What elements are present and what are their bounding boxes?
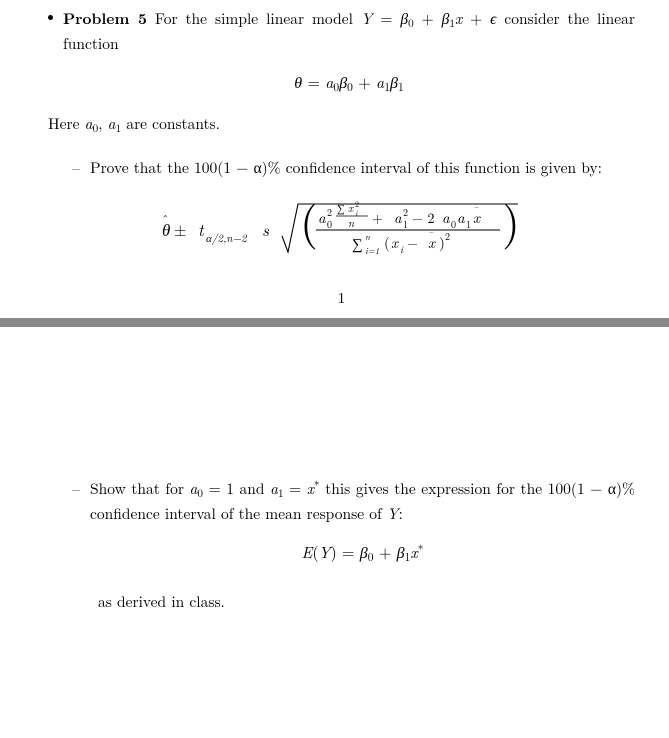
meq-E: E (301, 540, 312, 563)
part-b: – Show that for a0 = 1 and a1 = x* this … (72, 477, 635, 577)
theta: θ (294, 70, 302, 93)
part-a: – Prove that the 100(1 − α)% confidence … (72, 156, 635, 181)
svg-text:(: ( (384, 232, 390, 253)
b1: β (390, 70, 398, 93)
upper-page: Problem 5 For the simple linear model Y … (0, 0, 669, 318)
part-a-ci: 100(1 − α)% (194, 157, 280, 178)
bullet-icon (48, 15, 53, 20)
here-comma: , (98, 113, 107, 134)
part-a-after: confidence interval of this function is … (281, 157, 602, 178)
endash-icon: – (72, 156, 80, 181)
part-a-before: Prove that the (90, 157, 194, 178)
svg-text:): ) (502, 196, 520, 252)
svg-text:1: 1 (403, 217, 408, 231)
part-b-body: Show that for a0 = 1 and a1 = x* this gi… (90, 477, 635, 577)
pb-eq2: = (284, 478, 307, 499)
svg-text:): ) (439, 232, 445, 253)
b1-sub: 1 (398, 79, 404, 95)
svg-text:¯: ¯ (429, 228, 434, 242)
svg-text:x: x (348, 201, 354, 216)
pb-after1: this gives the expression for the (320, 478, 542, 499)
lower-page: – Show that for a0 = 1 and a1 = x* this … (0, 327, 669, 642)
problem-body: Problem 5 For the simple linear model Y … (63, 6, 635, 107)
part-a-body: Prove that the 100(1 − α)% confidence in… (90, 156, 635, 180)
page-number: 1 (48, 287, 635, 308)
problem-5-heading: Problem 5 For the simple linear model Y … (48, 6, 635, 107)
meq-star: * (418, 541, 424, 557)
pb-line2-after: confidence interval of the mean response… (90, 503, 387, 524)
mean-response-equation: E(Y) = β0 + β1x* (90, 540, 635, 567)
meq-Y: Y (319, 540, 331, 563)
confidence-interval-formula: θ ˆ ± t α/2,n−2 s ( ) a 2 0 (48, 196, 635, 267)
pb-before: Show that for (90, 478, 189, 499)
svg-text:s: s (262, 217, 270, 241)
problem-label: Problem 5 (63, 6, 147, 29)
svg-text:0: 0 (327, 217, 332, 231)
here-a1: a (108, 113, 116, 134)
svg-text:n: n (365, 230, 371, 243)
svg-text:−: − (407, 233, 418, 253)
pb-eq1: = 1 and (203, 478, 270, 499)
pb-Y: Y (387, 503, 399, 524)
svg-text:n: n (348, 216, 355, 231)
eq-sign-1: = (302, 70, 325, 93)
pb-ci: 100(1 − α)% (548, 478, 635, 499)
here-a0: a (85, 113, 93, 134)
pb-x: x (307, 478, 314, 499)
meq-x: x (410, 540, 417, 563)
here-after: are constants. (121, 113, 220, 134)
as-derived-line: as derived in class. (98, 591, 635, 612)
meq-plus: + (374, 540, 397, 563)
model-inline: Y = β0 + β1x + ϵ (361, 8, 497, 29)
svg-text:1: 1 (466, 217, 471, 231)
svg-text:∑: ∑ (352, 233, 363, 254)
plus-1: + (353, 70, 376, 93)
svg-text:x: x (391, 232, 399, 253)
page-divider (0, 318, 669, 327)
svg-text:0: 0 (451, 217, 456, 231)
svg-text:− 2: − 2 (412, 208, 435, 228)
intro-before: For the simple linear model (147, 8, 361, 29)
svg-text:∑: ∑ (337, 201, 345, 216)
svg-text:ˆ: ˆ (162, 209, 169, 228)
svg-text:i: i (400, 242, 404, 256)
svg-text:t: t (198, 217, 205, 241)
pb-a1: a (270, 478, 278, 499)
here-constants-line: Here a0, a1 are constants. (48, 113, 635, 136)
page-root: Problem 5 For the simple linear model Y … (0, 0, 669, 642)
svg-text:a: a (457, 207, 465, 228)
formula-svg: θ ˆ ± t α/2,n−2 s ( ) a 2 0 (162, 196, 522, 262)
svg-text:(: ( (300, 196, 318, 252)
svg-text:α/2,n−2: α/2,n−2 (206, 231, 248, 246)
svg-text:+: + (372, 208, 383, 228)
b0: β (339, 70, 347, 93)
svg-text:2: 2 (445, 229, 450, 243)
svg-text:a: a (442, 207, 450, 228)
svg-text:¯: ¯ (474, 203, 479, 217)
theta-equation: θ = a0β0 + a1β1 (63, 70, 635, 97)
meq-b1: β (397, 540, 405, 563)
a1: a (376, 70, 384, 93)
meq-b0: β (360, 540, 368, 563)
svg-text:i=1: i=1 (365, 244, 380, 257)
pb-colon: : (398, 503, 402, 524)
endash-icon-2: – (72, 477, 80, 502)
meq-eq: = (337, 540, 360, 563)
here-before: Here (48, 113, 85, 134)
svg-text:±: ± (174, 218, 186, 241)
svg-text:a: a (394, 207, 402, 228)
svg-text:a: a (318, 207, 326, 228)
